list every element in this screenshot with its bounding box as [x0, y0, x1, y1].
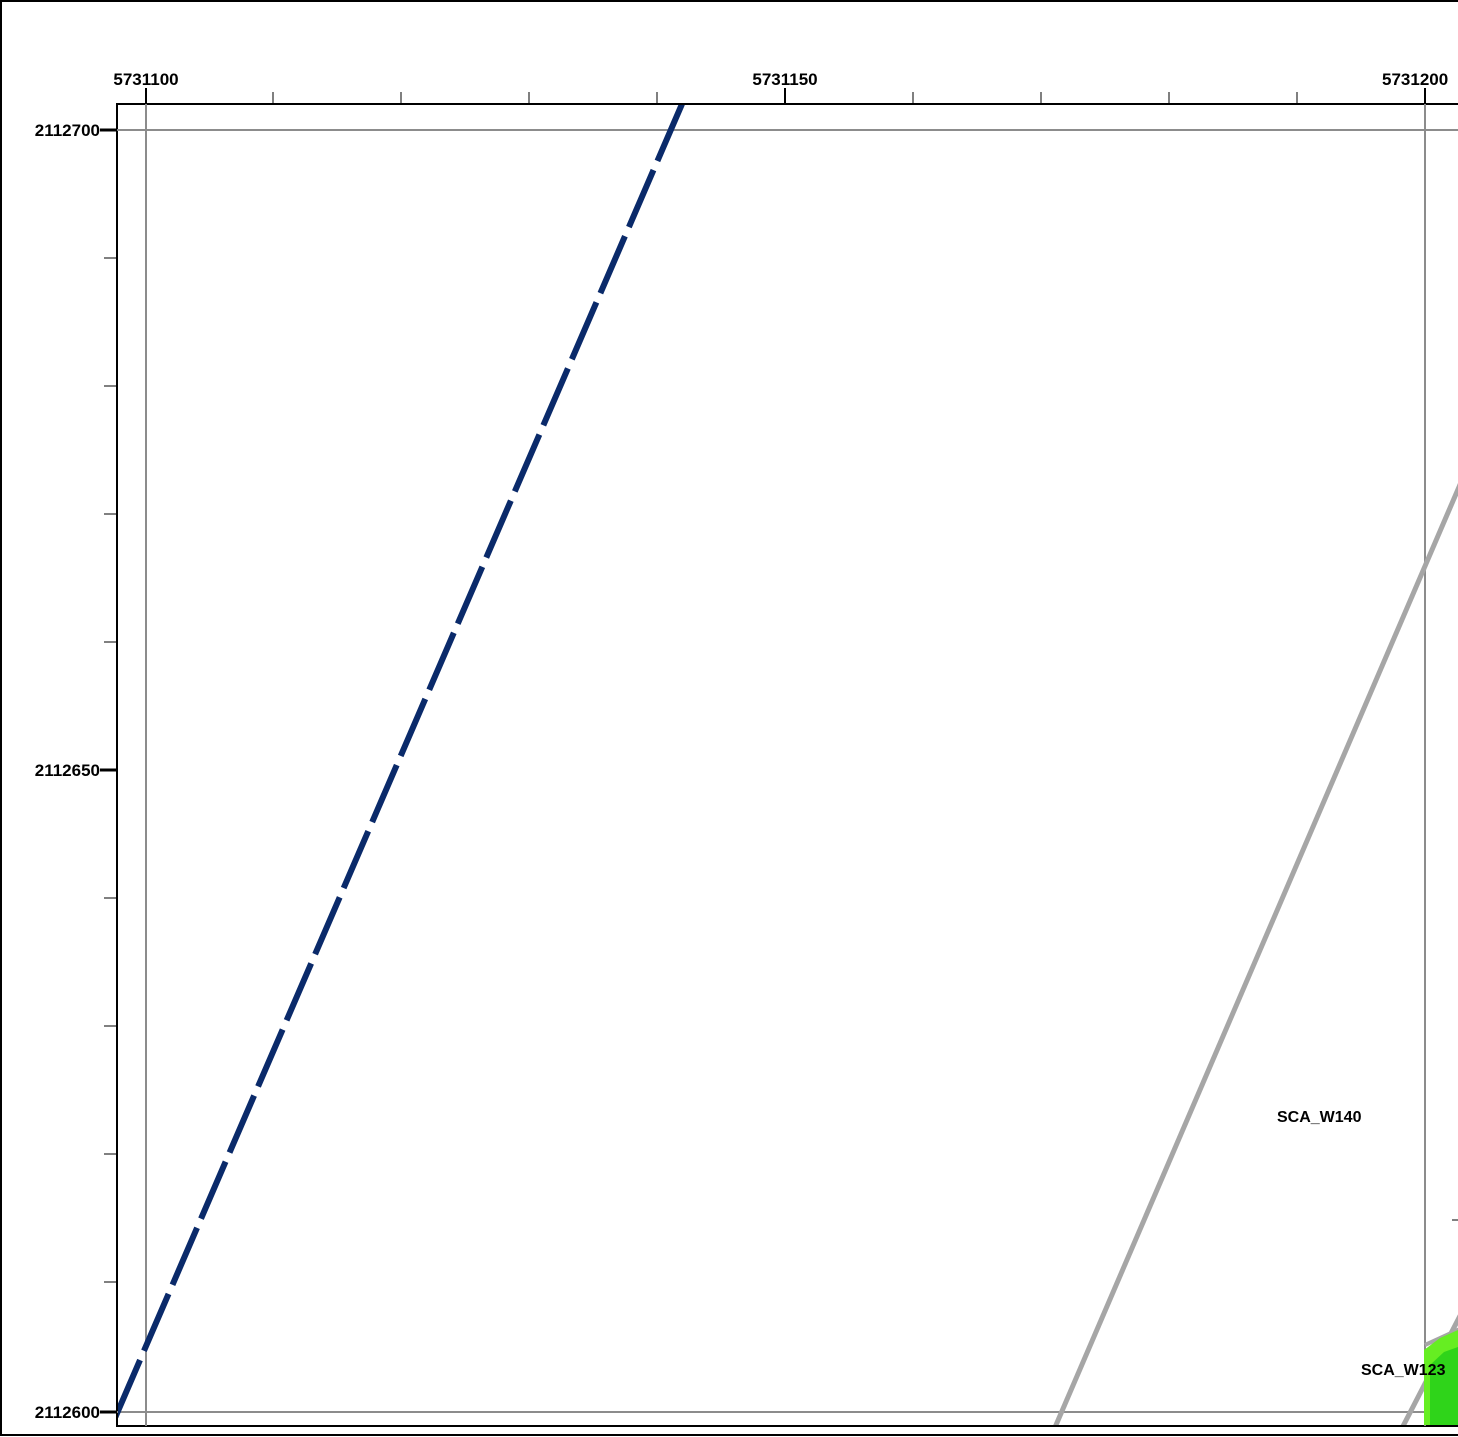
x-axis-label-5731100: 5731100: [113, 70, 178, 89]
feature-label-sca-w123: SCA_W123: [1361, 1362, 1446, 1379]
feature-line-sca-w140[interactable]: [1053, 480, 1458, 1432]
map-frame: [116, 103, 1458, 1427]
x-axis-label-5731150: 5731150: [752, 70, 817, 89]
coordinate-grid: [117, 104, 1458, 1426]
green-area-inner: [1430, 1347, 1458, 1425]
x-axis-ticks: [145, 88, 1426, 104]
y-axis-label-2112600: 2112600: [35, 1403, 100, 1422]
map-layers: [115, 104, 1458, 1432]
y-axis-label-2112650: 2112650: [35, 761, 100, 780]
y-axis-label-2112700: 2112700: [35, 121, 100, 140]
x-axis-label-5731200: 5731200: [1382, 70, 1448, 89]
feature-label-sca-w140: SCA_W140: [1277, 1109, 1362, 1126]
dashed-boundary-line[interactable]: [115, 104, 685, 1419]
y-axis-ticks: [100, 128, 117, 1414]
